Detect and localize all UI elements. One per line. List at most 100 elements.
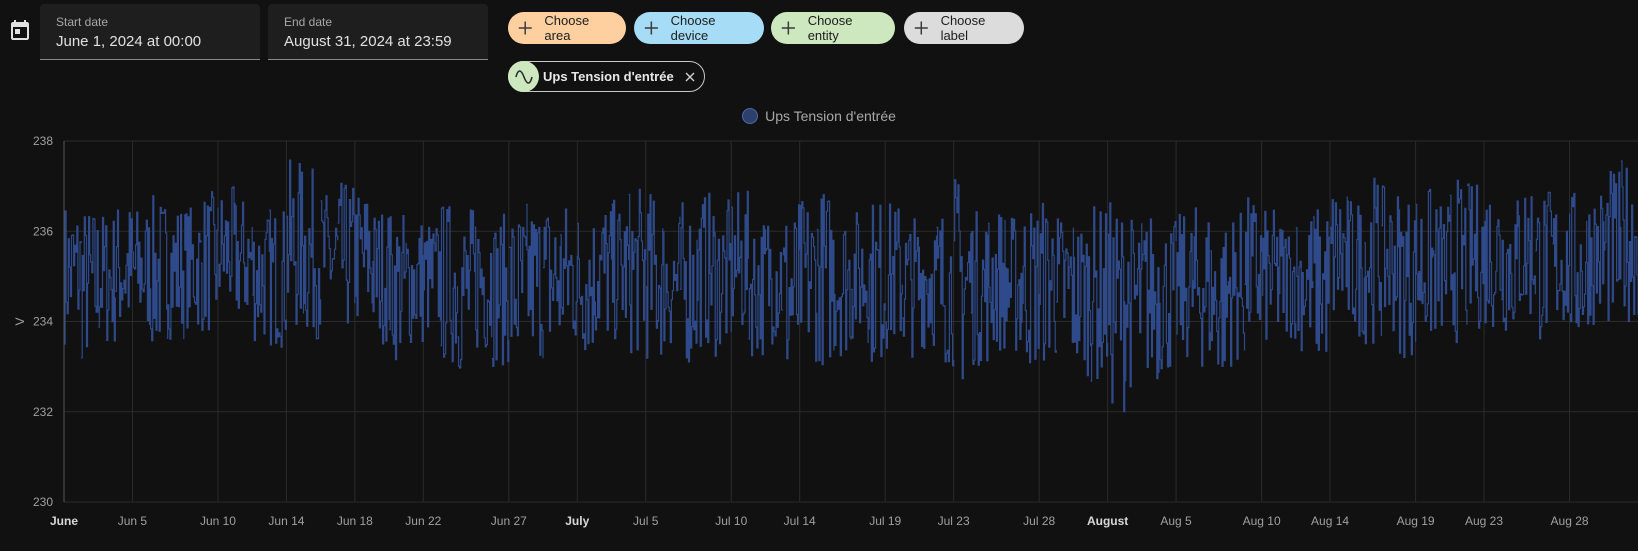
series-segment[interactable]: [491, 213, 510, 367]
series-segment[interactable]: [1005, 217, 1023, 351]
series-segment[interactable]: [1090, 206, 1109, 382]
close-icon[interactable]: [682, 69, 698, 85]
series-segment[interactable]: [1261, 209, 1280, 340]
series-segment[interactable]: [218, 186, 236, 292]
series-segment[interactable]: [628, 188, 647, 354]
end-date-field[interactable]: End date August 31, 2024 at 23:59: [268, 4, 488, 60]
series-segment[interactable]: [1535, 191, 1554, 340]
series-segment[interactable]: [1244, 197, 1263, 322]
series-segment[interactable]: [406, 225, 424, 343]
calendar-icon[interactable]: [8, 18, 32, 42]
choose-label-chip[interactable]: Choose label: [904, 12, 1024, 44]
series-segment[interactable]: [748, 225, 767, 357]
series-segment[interactable]: [1347, 200, 1365, 337]
series-segment[interactable]: [423, 226, 441, 328]
series-segment[interactable]: [987, 214, 1006, 351]
series-segment[interactable]: [1159, 220, 1177, 370]
start-date-field[interactable]: Start date June 1, 2024 at 00:00: [40, 4, 260, 60]
series-segment[interactable]: [714, 199, 732, 357]
choose-device-chip[interactable]: Choose device: [634, 12, 764, 44]
series-segment[interactable]: [731, 190, 749, 325]
series-segment[interactable]: [953, 179, 972, 380]
series-segment[interactable]: [183, 207, 202, 329]
series-segment[interactable]: [1278, 228, 1297, 339]
series-segment[interactable]: [474, 226, 493, 348]
series-segment[interactable]: [149, 195, 168, 342]
series-segment[interactable]: [645, 194, 664, 359]
series-segment[interactable]: [594, 211, 613, 331]
series-segment[interactable]: [868, 204, 886, 362]
voltage-history-chart[interactable]: 230 232 234 236 238 June Jun 5 Jun 10 Jun 14 Jun …: [0, 130, 1638, 551]
series-segment[interactable]: [1330, 196, 1348, 311]
series-segment[interactable]: [132, 211, 151, 325]
series-segment[interactable]: [1073, 233, 1092, 377]
series-segment[interactable]: [457, 209, 476, 369]
series-segment[interactable]: [1176, 213, 1194, 358]
series-segment[interactable]: [1124, 219, 1143, 388]
series-segment[interactable]: [1227, 212, 1246, 367]
series-segment[interactable]: [1552, 213, 1571, 321]
series-segment[interactable]: [98, 216, 116, 342]
series-segment[interactable]: [697, 192, 715, 347]
series-segment[interactable]: [1415, 188, 1434, 331]
series-segment[interactable]: [885, 203, 903, 349]
series-segment[interactable]: [81, 216, 99, 359]
series-segment[interactable]: [1295, 221, 1314, 352]
series-segment[interactable]: [577, 222, 596, 351]
series-segment[interactable]: [919, 235, 938, 349]
series-segment[interactable]: [1518, 196, 1536, 315]
series-segment[interactable]: [1107, 202, 1126, 413]
series-segment[interactable]: [833, 231, 852, 357]
series-segment[interactable]: [354, 197, 373, 317]
series-segment[interactable]: [560, 208, 578, 336]
choose-entity-chip[interactable]: Choose entity: [771, 12, 895, 44]
series-segment[interactable]: [337, 182, 356, 324]
series-segment[interactable]: [1141, 218, 1160, 380]
series-segment[interactable]: [440, 206, 459, 363]
series-segment[interactable]: [1466, 183, 1485, 329]
series-segment[interactable]: [970, 211, 989, 366]
series-segment[interactable]: [902, 218, 921, 358]
series-segment[interactable]: [303, 168, 322, 340]
series-segment[interactable]: [1569, 192, 1588, 328]
series-segment[interactable]: [525, 203, 544, 359]
series-segment[interactable]: [286, 159, 305, 325]
series-segment[interactable]: [1603, 170, 1622, 321]
choose-area-chip[interactable]: Choose area: [508, 12, 626, 44]
series-segment[interactable]: [1193, 207, 1211, 367]
series-segment[interactable]: [1432, 206, 1451, 329]
selected-entity-chip[interactable]: Ups Tension d'entrée: [508, 61, 705, 92]
series-segment[interactable]: [936, 218, 955, 367]
series-segment[interactable]: [508, 224, 527, 337]
series-segment[interactable]: [389, 214, 407, 361]
series-segment[interactable]: [611, 199, 630, 340]
series-segment[interactable]: [1056, 218, 1075, 343]
series-segment[interactable]: [1381, 185, 1400, 332]
series-segment[interactable]: [1586, 195, 1605, 325]
series-segment[interactable]: [235, 201, 253, 309]
series-segment[interactable]: [269, 209, 287, 348]
series-segment[interactable]: [115, 209, 133, 317]
series-segment[interactable]: [543, 217, 561, 332]
series-segment[interactable]: [1210, 232, 1229, 367]
series-segment[interactable]: [1364, 177, 1383, 345]
series-segment[interactable]: [782, 204, 801, 360]
series-segment[interactable]: [1022, 213, 1040, 364]
series-segment[interactable]: [679, 202, 698, 363]
series-segment[interactable]: [1312, 209, 1331, 352]
series-segment[interactable]: [372, 214, 390, 345]
series-segment[interactable]: [799, 201, 818, 362]
series-segment[interactable]: [166, 213, 185, 340]
series-segment[interactable]: [1484, 204, 1502, 327]
series-segment[interactable]: [851, 212, 869, 344]
series-segment[interactable]: [816, 194, 835, 366]
series-segment[interactable]: [200, 191, 219, 331]
series-segment[interactable]: [1449, 179, 1468, 344]
series-segment[interactable]: [1620, 160, 1638, 323]
series-segment[interactable]: [1039, 202, 1057, 361]
series-segment[interactable]: [1398, 204, 1417, 358]
series-segment[interactable]: [662, 216, 681, 344]
series-segment[interactable]: [64, 210, 82, 345]
series-segment[interactable]: [320, 195, 339, 280]
series-segment[interactable]: [765, 225, 784, 345]
